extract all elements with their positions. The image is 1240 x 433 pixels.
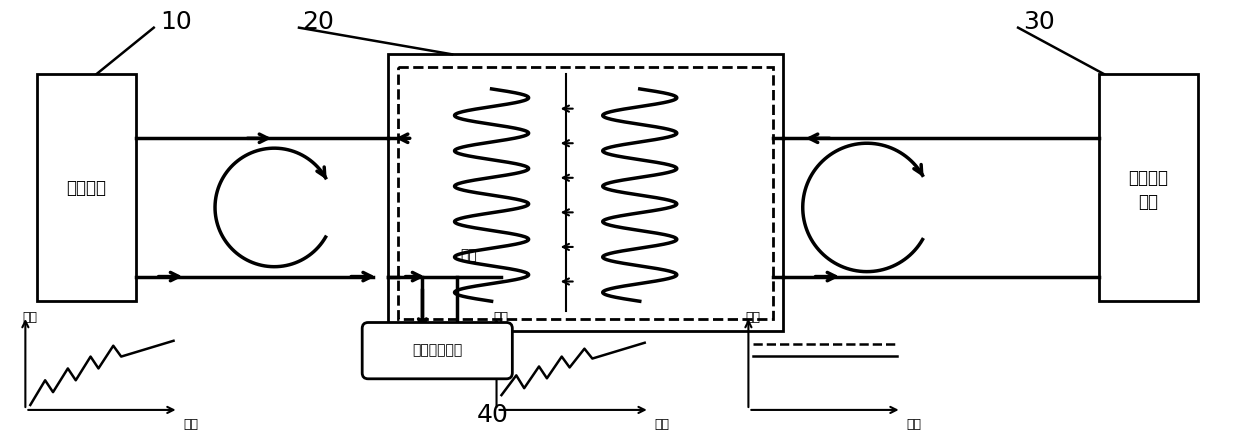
Text: 10: 10	[161, 10, 192, 34]
Bar	[37, 74, 136, 301]
Text: 20: 20	[303, 10, 334, 34]
Text: 供水单元: 供水单元	[67, 179, 107, 197]
Text: 用水设备: 用水设备	[1128, 169, 1168, 187]
Text: 时间: 时间	[906, 418, 921, 431]
Text: 时间: 时间	[184, 418, 198, 431]
Bar	[398, 67, 773, 319]
Bar	[388, 54, 782, 331]
Text: 温度: 温度	[22, 311, 37, 324]
Text: 40: 40	[476, 403, 508, 427]
Text: 温度: 温度	[745, 311, 760, 324]
Text: 时间: 时间	[655, 418, 670, 431]
Text: 单元: 单元	[1138, 194, 1158, 211]
Text: 30: 30	[1023, 10, 1055, 34]
FancyBboxPatch shape	[362, 323, 512, 379]
Text: 温度: 温度	[494, 311, 508, 324]
Text: 温度: 温度	[460, 248, 476, 262]
Bar	[1099, 74, 1198, 301]
Text: 混流匀温单元: 混流匀温单元	[412, 344, 463, 358]
